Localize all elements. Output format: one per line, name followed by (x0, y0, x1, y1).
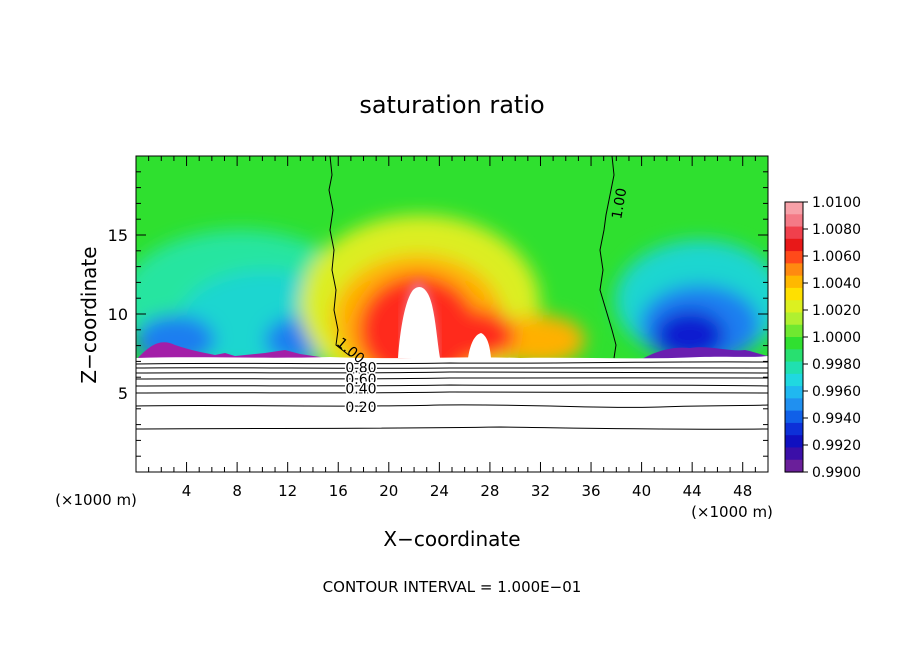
contour-label-0-20: 0.20 (345, 400, 376, 416)
y-tick-label: 5 (118, 384, 128, 403)
colorbar-swatch (785, 386, 803, 399)
colorbar-swatch (785, 202, 803, 215)
colorbar (785, 202, 803, 473)
x-unit-right: (×1000 m) (691, 503, 773, 521)
contour-base-8 (136, 426, 768, 430)
colorbar-swatch (785, 324, 803, 338)
colorbar-swatch (785, 435, 803, 449)
contour-base-1 (136, 361, 768, 365)
y-axis-ticks: 5 10 15 (108, 171, 768, 457)
cloud-core-main (398, 286, 440, 358)
contour-label-1-00-top: 1.00 (609, 187, 630, 220)
colorbar-swatch (785, 361, 803, 375)
colorbar-swatch (785, 422, 803, 436)
x-axis-ticks: 4 8 12 16 20 24 28 32 36 40 44 48 (148, 156, 756, 500)
colorbar-labels: 1.0100 1.0080 1.0060 1.0040 1.0020 1.0000 0.99… (803, 195, 861, 481)
chart-title: saturation ratio (359, 91, 544, 119)
y-tick-label: 15 (108, 226, 128, 245)
x-tick-label: 28 (480, 482, 499, 500)
x-axis-label: X−coordinate (383, 527, 520, 551)
colorbar-swatch (785, 373, 803, 387)
colorbar-swatch (785, 447, 803, 461)
cloud-base-fringe (136, 342, 330, 360)
colorbar-swatch (785, 300, 803, 314)
contour-base-2 (136, 367, 768, 369)
x-tick-label: 4 (182, 482, 192, 500)
colorbar-label: 1.0100 (812, 195, 861, 211)
y-axis-label: Z−coordinate (77, 246, 101, 383)
colorbar-swatch (785, 398, 803, 412)
x-unit-left: (×1000 m) (55, 491, 137, 509)
colorbar-label: 1.0060 (812, 249, 861, 265)
colorbar-swatch (785, 312, 803, 326)
colorbar-swatch (785, 238, 803, 252)
colorbar-swatch (785, 349, 803, 363)
x-tick-label: 44 (683, 482, 702, 500)
cloud-free-lower-region (136, 356, 768, 472)
contour-base-6 (136, 391, 768, 394)
colorbar-label: 1.0040 (812, 276, 861, 292)
contour-base-4 (136, 377, 768, 380)
contour-base-3 (136, 371, 768, 374)
contour-1-00-right (599, 156, 617, 359)
saturation-field (136, 156, 768, 472)
colorbar-swatch (785, 287, 803, 301)
colorbar-swatch (785, 275, 803, 289)
x-tick-label: 8 (232, 482, 242, 500)
contour-base-7 (136, 404, 768, 408)
colorbar-label: 0.9980 (812, 357, 861, 373)
field-right-orange (495, 315, 585, 365)
colorbar-label: 1.0020 (812, 303, 861, 319)
cloud-core-small (468, 333, 491, 358)
contour-interval-note: CONTOUR INTERVAL = 1.000E−01 (323, 578, 582, 596)
contour-label-0-40: 0.40 (345, 381, 376, 397)
x-tick-label: 40 (632, 482, 651, 500)
colorbar-swatch (785, 459, 803, 473)
x-tick-label: 16 (329, 482, 348, 500)
x-tick-label: 32 (531, 482, 550, 500)
colorbar-swatch (785, 263, 803, 277)
contour-base-5 (136, 384, 768, 387)
x-tick-label: 12 (278, 482, 297, 500)
contour-lines (136, 156, 768, 430)
colorbar-label: 1.0080 (812, 222, 861, 238)
colorbar-label: 0.9960 (812, 384, 861, 400)
colorbar-label: 0.9920 (812, 438, 861, 454)
colorbar-label: 0.9900 (812, 465, 861, 481)
colorbar-swatch (785, 337, 803, 350)
colorbar-swatch (785, 226, 803, 240)
x-tick-label: 20 (379, 482, 398, 500)
x-tick-label: 24 (430, 482, 449, 500)
contour-labels: 1.00 1.00 0.80 0.60 0.40 0.20 (333, 187, 630, 418)
contour-label-0-80: 0.80 (345, 361, 376, 377)
colorbar-swatch (785, 214, 803, 228)
x-tick-label: 36 (581, 482, 600, 500)
colorbar-swatch (785, 251, 803, 264)
colorbar-label: 1.0000 (812, 330, 861, 346)
x-tick-label: 48 (733, 482, 752, 500)
colorbar-label: 0.9940 (812, 411, 861, 427)
contour-1-00-left (328, 156, 351, 357)
colorbar-swatch (785, 410, 803, 424)
y-tick-label: 10 (108, 305, 128, 324)
contour-label-0-60: 0.60 (345, 372, 376, 388)
